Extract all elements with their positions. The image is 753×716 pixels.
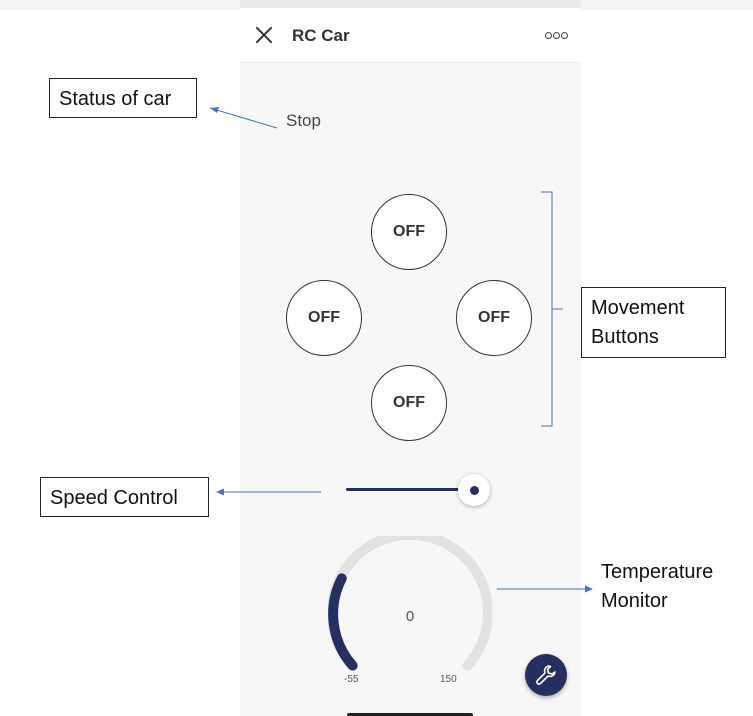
settings-fab[interactable] (525, 654, 567, 696)
movement-annotation: Movement Buttons (581, 287, 726, 358)
status-arrowhead (210, 107, 219, 113)
app-title: RC Car (292, 26, 350, 45)
wrench-icon (536, 665, 556, 685)
temperature-max-label: 150 (440, 674, 457, 685)
app-header: RC Car (240, 8, 581, 63)
speed-slider[interactable] (346, 474, 496, 506)
temperature-arrowhead (585, 585, 593, 593)
temperature-annotation-line2: Monitor (601, 590, 668, 612)
temperature-min-label: -55 (344, 674, 359, 685)
car-status: Stop (286, 111, 321, 130)
move-forward-button[interactable]: OFF (371, 194, 447, 270)
temperature-annotation: Temperature Monitor (601, 558, 713, 616)
speed-arrowhead (216, 488, 224, 496)
move-backward-button[interactable]: OFF (371, 365, 447, 441)
temperature-value: 0 (405, 608, 415, 625)
phone-screen: RC Car Stop OFF OFF OFF OFF 0 -55 150 (240, 8, 581, 716)
temperature-annotation-line1: Temperature (601, 561, 714, 583)
movement-annotation-line1: Movement (591, 297, 685, 319)
movement-annotation-line2: Buttons (591, 326, 659, 348)
speed-slider-thumb[interactable] (458, 474, 490, 506)
move-left-button[interactable]: OFF (286, 280, 362, 356)
move-right-button[interactable]: OFF (456, 280, 532, 356)
close-icon[interactable] (254, 25, 274, 45)
more-options-icon[interactable] (545, 30, 569, 40)
top-strip-right (581, 0, 753, 10)
top-strip-left (0, 0, 240, 10)
temperature-gauge (328, 536, 492, 671)
home-indicator (347, 713, 473, 716)
speed-annotation: Speed Control (40, 477, 209, 517)
speed-slider-track (346, 488, 466, 491)
browser-top-strip (0, 0, 753, 10)
status-annotation: Status of car (49, 78, 197, 118)
